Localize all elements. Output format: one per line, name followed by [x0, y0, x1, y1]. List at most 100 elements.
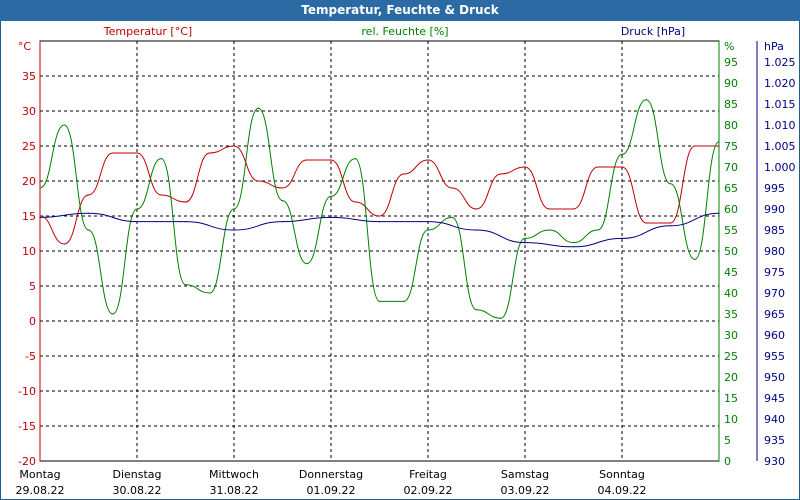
data-point — [233, 208, 235, 210]
humidity-tick-label: 80 — [724, 119, 738, 132]
x-day-label: Sonntag — [599, 468, 645, 481]
data-point — [209, 292, 211, 294]
data-point — [500, 317, 502, 319]
data-point — [112, 313, 114, 315]
series-layer — [39, 99, 720, 319]
pressure-tick-label: 1.000 — [764, 161, 796, 174]
pressure-tick-label: 965 — [764, 308, 785, 321]
pressure-tick-label: 985 — [764, 224, 785, 237]
data-point — [621, 166, 623, 168]
data-point — [572, 208, 575, 210]
x-date-label: 02.09.22 — [404, 484, 453, 497]
humidity-tick-label: 95 — [724, 56, 738, 69]
x-date-label: 01.09.22 — [307, 484, 356, 497]
data-point — [306, 263, 308, 265]
plot-frame — [39, 40, 758, 462]
humidity-tick-label: 35 — [724, 308, 738, 321]
series-right — [39, 212, 720, 248]
left-axis-unit: °C — [18, 40, 32, 53]
data-point — [669, 225, 672, 227]
pressure-tick-label: 975 — [764, 266, 785, 279]
pressure-tick-label: 1.015 — [764, 98, 796, 111]
pressure-tick-label: 970 — [764, 287, 785, 300]
data-point — [427, 229, 429, 231]
data-point — [209, 152, 211, 154]
x-day-label: Freitag — [409, 468, 447, 481]
data-point — [475, 208, 478, 210]
data-point — [621, 153, 623, 155]
data-point — [87, 194, 90, 196]
temperature-tick-label: 35 — [22, 70, 36, 83]
data-point — [281, 187, 284, 189]
x-date-label: 30.08.22 — [113, 484, 162, 497]
data-point — [112, 152, 114, 154]
data-point — [645, 99, 647, 101]
grid — [40, 41, 719, 461]
data-point — [63, 124, 65, 126]
data-point — [669, 222, 672, 224]
humidity-axis-label: rel. Feuchte [%] — [361, 25, 448, 38]
data-point — [306, 159, 308, 161]
pressure-tick-label: 945 — [764, 392, 785, 405]
data-point — [330, 216, 332, 218]
pressure-tick-label: 1.010 — [764, 119, 796, 132]
data-point — [572, 246, 575, 248]
pressure-tick-label: 1.025 — [764, 56, 796, 69]
series-line — [39, 212, 720, 248]
data-point — [184, 284, 187, 286]
temperature-tick-label: 10 — [22, 245, 36, 258]
data-point — [548, 208, 550, 210]
humidity-tick-label: 60 — [724, 203, 738, 216]
data-point — [451, 187, 453, 189]
x-day-label: Mittwoch — [209, 468, 259, 481]
pressure-tick-label: 940 — [764, 413, 785, 426]
data-point — [524, 242, 526, 244]
humidity-tick-label: 25 — [724, 350, 738, 363]
temperature-tick-label: 0 — [29, 315, 36, 328]
data-point — [354, 201, 356, 203]
x-date-label: 31.08.22 — [210, 484, 259, 497]
data-point — [233, 229, 235, 231]
data-point — [597, 229, 599, 231]
data-point — [257, 107, 259, 109]
data-point — [597, 166, 599, 168]
pressure-axis-label: Druck [hPa] — [621, 25, 685, 38]
humidity-tick-label: 0 — [724, 455, 731, 468]
window-title: Temperatur, Feuchte & Druck — [0, 0, 800, 21]
pressure-tick-label: 935 — [764, 434, 785, 447]
humidity-tick-label: 40 — [724, 287, 738, 300]
data-point — [403, 173, 405, 175]
data-point — [475, 309, 478, 311]
data-point — [136, 221, 138, 223]
humidity-tick-label: 10 — [724, 413, 738, 426]
x-axis-labels: Montag 29.08.22 Dienstag 30.08.22 Mittwoch 31… — [16, 468, 647, 497]
data-point — [669, 183, 672, 185]
data-point — [621, 237, 623, 239]
data-point — [184, 201, 187, 203]
data-point — [39, 187, 41, 189]
pressure-tick-label: 1.020 — [764, 77, 796, 90]
series-mid — [39, 99, 720, 319]
data-point — [427, 221, 429, 223]
temperature-tick-label: -10 — [18, 385, 36, 398]
data-point — [233, 145, 235, 147]
humidity-tick-label: 45 — [724, 266, 738, 279]
humidity-tick-label: 20 — [724, 371, 738, 384]
x-day-label: Montag — [19, 468, 60, 481]
pressure-axis-ticks: 930 935 940 945 950 955 960 965 970 975 980 985 990 9… — [764, 56, 796, 468]
humidity-tick-label: 5 — [724, 434, 731, 447]
humidity-tick-label: 15 — [724, 392, 738, 405]
humidity-tick-label: 30 — [724, 329, 738, 342]
data-point — [136, 152, 138, 154]
data-point — [281, 221, 284, 223]
data-point — [39, 215, 41, 217]
data-point — [378, 215, 381, 217]
data-point — [718, 141, 720, 143]
data-point — [694, 258, 696, 260]
x-date-label: 04.09.22 — [598, 484, 647, 497]
pressure-tick-label: 960 — [764, 329, 785, 342]
temperature-axis-ticks: -20 -15 -10 -5 0 5 10 15 20 25 30 35 — [18, 70, 36, 468]
pressure-tick-label: 955 — [764, 350, 785, 363]
